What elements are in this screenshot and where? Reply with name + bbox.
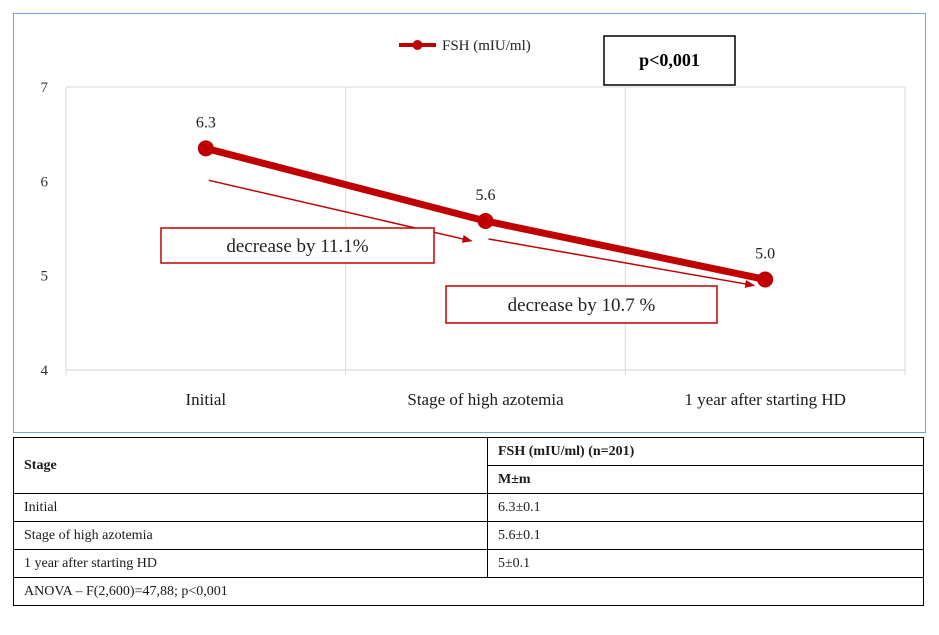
table-header-row: Stage FSH (mIU/ml) (n=201) — [13, 437, 924, 494]
table-footer-row: ANOVA – F(2,600)=47,88; p<0,001 — [13, 577, 924, 606]
fsh-stats-table: Stage FSH (mIU/ml) (n=201) M±m Initial 6… — [13, 437, 924, 606]
x-tick-label: 1 year after starting HD — [684, 390, 845, 409]
x-tick-label: Stage of high azotemia — [407, 390, 564, 409]
data-point — [477, 212, 494, 229]
y-tick-label: 6 — [41, 174, 49, 190]
table-cell-value: 6.3±0.1 — [487, 493, 924, 522]
chart-frame: 4 5 6 7 Initial Stage of high azotemia 1 year … — [13, 13, 926, 433]
decrease-box-2 — [445, 285, 718, 324]
table-cell-stage: 1 year after starting HD — [13, 549, 488, 578]
fsh-column-header: FSH (mIU/ml) (n=201) — [487, 437, 924, 466]
decrease-box-1 — [160, 227, 435, 264]
data-label: 5.0 — [755, 245, 775, 262]
table-cell-stage: Stage of high azotemia — [13, 521, 488, 550]
data-point — [757, 271, 774, 288]
anova-footer: ANOVA – F(2,600)=47,88; p<0,001 — [13, 577, 924, 606]
table-subheader-row: M±m — [14, 465, 924, 494]
pvalue-box — [603, 35, 736, 86]
y-tick-label: 4 — [41, 363, 49, 379]
table-cell-stage: Initial — [13, 493, 488, 522]
data-label: 6.3 — [196, 114, 216, 131]
y-tick-label: 5 — [41, 269, 49, 285]
y-tick-label: 7 — [41, 80, 49, 96]
data-label: 5.6 — [476, 187, 496, 204]
data-point — [197, 140, 214, 157]
decrease-arrow-2 — [488, 238, 756, 288]
table-cell-value: 5.6±0.1 — [487, 521, 924, 550]
legend-label: FSH (mIU/ml) — [442, 38, 531, 54]
x-tick-label: Initial — [186, 390, 227, 409]
fsh-line-chart: 4 5 6 7 Initial Stage of high azotemia 1 year … — [41, 35, 906, 409]
table-row: Stage of high azotemia 5.6±0.1 — [13, 521, 924, 550]
table-row: 1 year after starting HD 5±0.1 — [13, 549, 924, 578]
stat-column-header: M±m — [487, 465, 924, 494]
pvalue-text: p<0,001 — [639, 50, 700, 70]
table-row: Initial 6.3±0.1 — [13, 493, 924, 522]
decrease-label-1: decrease by 11.1% — [226, 236, 368, 257]
legend-marker — [412, 40, 423, 50]
stage-column-header: Stage — [13, 437, 488, 494]
decrease-label-2: decrease by 10.7 % — [508, 295, 656, 316]
table-cell-value: 5±0.1 — [487, 549, 924, 578]
